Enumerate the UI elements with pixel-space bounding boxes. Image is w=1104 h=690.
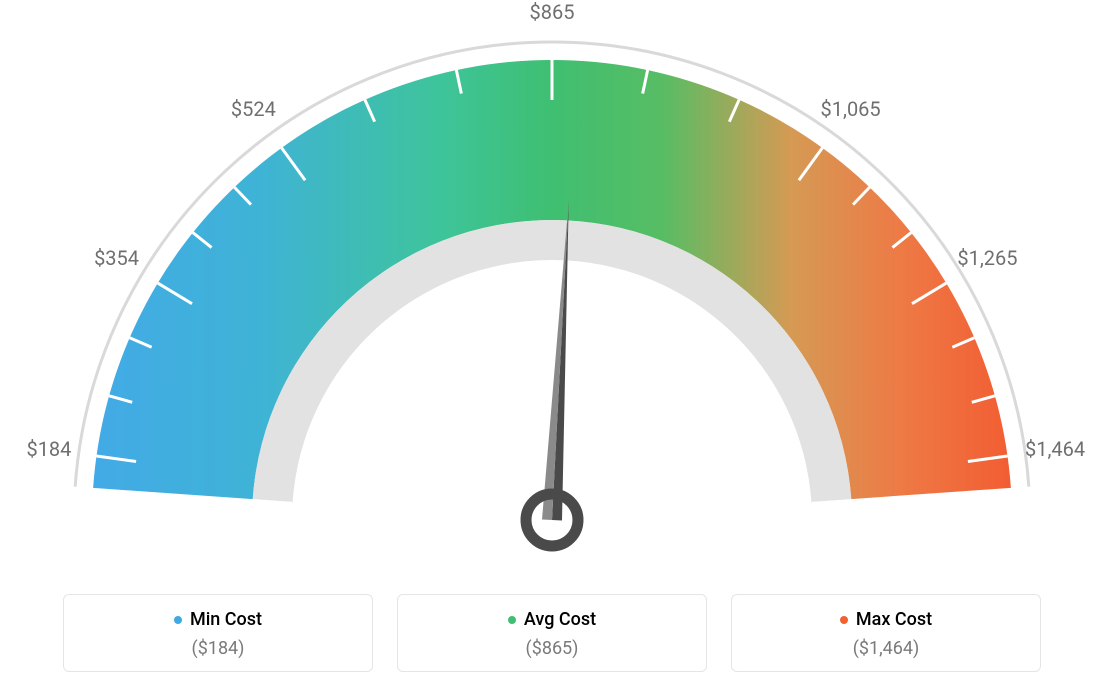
legend-card-min: Min Cost ($184) [63, 594, 373, 673]
legend-card-max: Max Cost ($1,464) [731, 594, 1041, 673]
legend-title-max: Max Cost [856, 609, 932, 630]
legend-dot-avg [508, 616, 516, 624]
gauge-tick-label: $184 [26, 437, 71, 461]
legend-card-avg: Avg Cost ($865) [397, 594, 707, 673]
legend-value-max: ($1,464) [742, 638, 1030, 659]
gauge-tick-label: $354 [94, 246, 139, 270]
gauge-chart: $184 $354 $524 $865 $1,065 $1,265 $1,464 [0, 0, 1104, 575]
gauge-tick-label: $865 [530, 0, 575, 24]
legend-title-min: Min Cost [190, 609, 262, 630]
gauge-tick-label: $1,065 [821, 97, 881, 121]
legend: Min Cost ($184) Avg Cost ($865) Max Cost… [0, 594, 1104, 673]
gauge-tick-label: $1,464 [1025, 437, 1085, 461]
legend-title-avg: Avg Cost [524, 609, 596, 630]
legend-value-avg: ($865) [408, 638, 696, 659]
gauge-tick-label: $524 [231, 97, 276, 121]
gauge-tick-label: $1,265 [957, 246, 1017, 270]
legend-value-min: ($184) [74, 638, 362, 659]
legend-dot-max [840, 616, 848, 624]
legend-dot-min [174, 616, 182, 624]
